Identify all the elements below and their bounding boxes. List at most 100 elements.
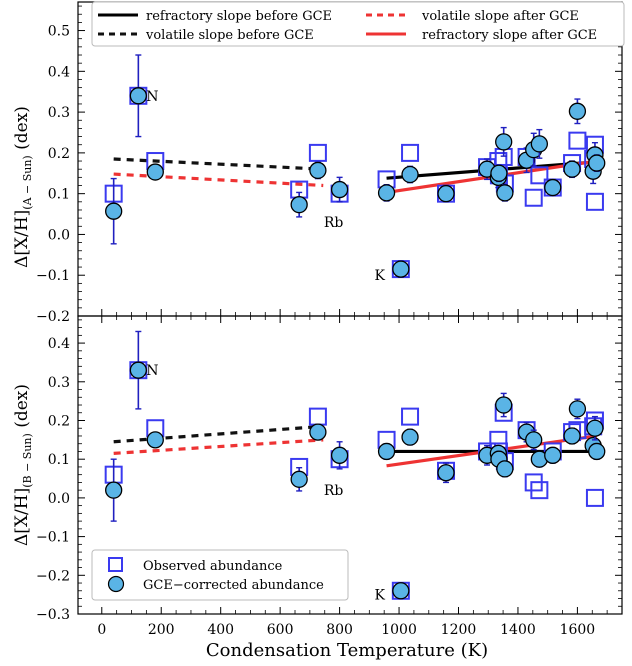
x-axis-label: Condensation Temperature (K)	[206, 640, 488, 661]
corrected-point	[496, 184, 514, 202]
y-tick-label: −0.1	[36, 530, 70, 546]
corrected-point	[495, 133, 513, 151]
panel-a: −0.2 −0.1 0.0 0.1 0.2 0.3 0.4 0.5 N Rb K Δ[X/H](A …	[12, 1, 623, 325]
corrected-point	[530, 135, 549, 153]
volatile-before-line	[113, 157, 324, 171]
annotation-k: K	[374, 268, 385, 284]
corrected-point	[496, 460, 514, 478]
legend-markers-box	[91, 549, 349, 601]
annotation-n: N	[146, 89, 158, 105]
observed-point	[530, 481, 549, 500]
x-axis-ticks: 0 200 400 600 800 1000 1200 1400 1600	[97, 622, 595, 638]
corrected-point	[290, 470, 308, 488]
corrected-point	[146, 163, 164, 181]
corrected-point	[392, 582, 410, 600]
corrected-point	[377, 442, 396, 461]
panel-b: −0.3 −0.2 −0.1 0.0 0.1 0.2 0.3 0.4 N Rb K Δ[X/H](B…	[12, 315, 623, 623]
corrected-point	[309, 423, 327, 441]
x-tick-label: 800	[326, 622, 353, 638]
legend-volatile-after-label: volatile slope after GCE	[421, 9, 579, 24]
x-tick-label: 1000	[381, 622, 417, 638]
y-tick-label: 0.5	[48, 24, 70, 40]
observed-point	[308, 143, 327, 162]
annotation-k: K	[374, 588, 385, 604]
legend-slopes: refractory slope before GCE volatile slo…	[91, 1, 625, 47]
y-tick-label: −0.2	[36, 309, 70, 325]
panel-b-ylabel: Δ[X/H](B − Sun) (dex)	[12, 384, 34, 546]
legend-corrected-label: GCE−corrected abundance	[143, 578, 324, 593]
y-tick-label: 0.3	[48, 375, 70, 391]
corrected-point	[586, 419, 604, 437]
observed-point	[401, 143, 420, 162]
y-tick-label: 0.3	[48, 105, 70, 121]
corrected-point	[437, 185, 455, 203]
corrected-point	[544, 446, 562, 464]
annotation-rb: Rb	[324, 483, 344, 499]
corrected-point	[330, 446, 349, 464]
volatile-before-line	[113, 424, 324, 444]
corrected-point	[495, 396, 513, 414]
corrected-point	[568, 102, 587, 120]
y-tick-label: −0.1	[36, 268, 70, 284]
legend-slopes-box	[91, 1, 625, 47]
observed-point	[585, 192, 604, 211]
legend-observed-square-icon	[108, 557, 123, 572]
x-tick-label: 0	[97, 622, 106, 638]
corrected-point	[525, 431, 543, 449]
panel-a-ylabel: Δ[X/H](A − Sun) (dex)	[12, 106, 34, 268]
x-tick-label: 1400	[500, 622, 536, 638]
corrected-point	[392, 260, 410, 278]
corrected-point	[588, 154, 606, 172]
legend-volatile-before-label: volatile slope before GCE	[145, 28, 314, 43]
observed-point	[524, 188, 543, 207]
corrected-point	[377, 184, 396, 202]
corrected-point	[129, 87, 147, 105]
panel-a-plot-area: −0.2 −0.1 0.0 0.1 0.2 0.3 0.4 0.5 N Rb K	[36, 1, 623, 325]
y-tick-label: 0.0	[48, 227, 70, 243]
corrected-point	[129, 361, 147, 379]
corrected-point	[105, 202, 123, 220]
y-tick-label: 0.1	[48, 452, 70, 468]
x-tick-label: 200	[148, 622, 175, 638]
y-tick-label: 0.1	[48, 187, 70, 203]
panel-frame	[77, 1, 623, 317]
legend-markers: Observed abundance GCE−corrected abundan…	[91, 549, 349, 601]
volatile-after-line	[113, 172, 324, 188]
y-tick-label: −0.2	[36, 568, 70, 584]
corrected-point	[330, 180, 349, 199]
observed-point	[568, 131, 587, 150]
corrected-point	[563, 427, 581, 445]
annotation-rb: Rb	[324, 215, 344, 231]
corrected-point	[290, 196, 308, 214]
y-tick-label: 0.2	[48, 146, 70, 162]
corrected-point	[544, 178, 562, 197]
panel-b-plot-area: −0.3 −0.2 −0.1 0.0 0.1 0.2 0.3 0.4 N Rb K	[36, 315, 623, 623]
observed-point	[585, 488, 604, 507]
observed-point	[530, 166, 549, 185]
corrected-point	[401, 165, 419, 184]
corrected-point	[146, 431, 164, 449]
x-tick-label: 1600	[560, 622, 596, 638]
y-tick-label: −0.3	[36, 607, 70, 623]
legend-refractory-after-label: refractory slope after GCE	[422, 28, 597, 43]
legend-corrected-circle-icon	[107, 575, 125, 593]
volatile-after-line	[113, 438, 324, 455]
corrected-point	[401, 428, 419, 446]
corrected-point	[490, 164, 508, 182]
corrected-point	[105, 481, 123, 499]
observed-point	[308, 407, 327, 426]
y-tick-label: 0.4	[48, 64, 70, 80]
corrected-point	[588, 442, 606, 461]
y-tick-label: 0.0	[48, 491, 70, 507]
corrected-point	[437, 464, 455, 482]
annotation-n: N	[146, 363, 158, 379]
y-tick-label: 0.2	[48, 413, 70, 429]
legend-refractory-before-label: refractory slope before GCE	[146, 9, 332, 24]
corrected-point	[563, 160, 581, 178]
y-tick-label: 0.4	[48, 336, 70, 352]
x-tick-label: 600	[267, 622, 294, 638]
observed-point	[401, 407, 420, 426]
corrected-point	[568, 400, 587, 418]
x-tick-label: 1200	[441, 622, 477, 638]
